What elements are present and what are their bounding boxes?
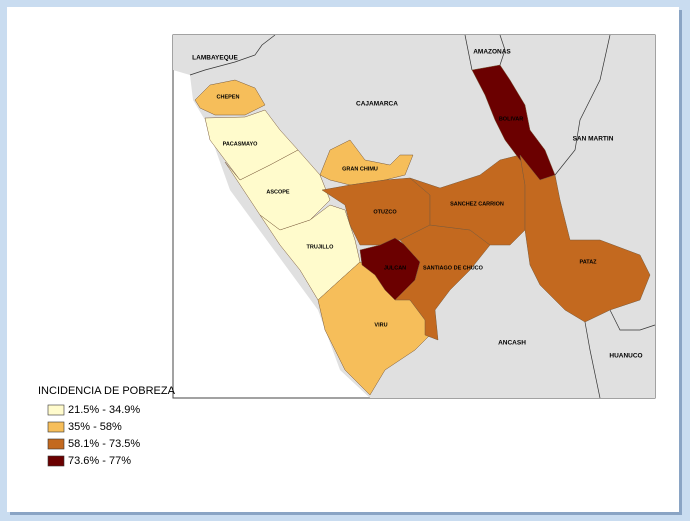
- neighbor-label: CAJAMARCA: [356, 101, 398, 108]
- province-label: GRAN CHIMU: [342, 166, 378, 172]
- legend-label: 35% - 58%: [68, 421, 122, 433]
- legend-swatch: [47, 421, 65, 433]
- province-label: JULCAN: [384, 265, 406, 271]
- neighbor-label: LAMBAYEQUE: [192, 55, 238, 62]
- province: [519, 154, 651, 323]
- province-label: CHEPEN: [217, 94, 240, 100]
- legend-swatch: [47, 438, 65, 450]
- province-label: TRUJILLO: [307, 244, 335, 250]
- legend-label: 21.5% - 34.9%: [68, 404, 140, 416]
- legend-swatch: [47, 455, 65, 467]
- province: [319, 139, 414, 186]
- province-label: SANCHEZ CARRION: [450, 201, 504, 207]
- neighbor-label: ANCASH: [498, 340, 526, 347]
- province-label: VIRU: [374, 322, 387, 328]
- legend-swatch: [47, 404, 65, 416]
- province: [259, 204, 361, 301]
- neighbor-label: AMAZONAS: [473, 49, 511, 56]
- province: [194, 79, 266, 116]
- province-label: BOLIVAR: [499, 116, 523, 122]
- neighbor-borders: [189, 34, 656, 399]
- legend-title: INCIDENCIA DE POBREZA: [38, 385, 176, 397]
- province-label: SANTIAGO DE CHUCO: [423, 265, 484, 271]
- legend-label: 58.1% - 73.5%: [68, 438, 140, 450]
- province-label: PACASMAYO: [223, 141, 259, 147]
- province-label: OTUZCO: [373, 209, 397, 215]
- province-label: ASCOPE: [266, 189, 290, 195]
- neighbor-label: SAN MARTIN: [573, 136, 614, 143]
- legend-label: 73.6% - 77%: [68, 455, 131, 467]
- neighbor-label: HUANUCO: [609, 353, 642, 360]
- province-label: PATAZ: [579, 259, 597, 265]
